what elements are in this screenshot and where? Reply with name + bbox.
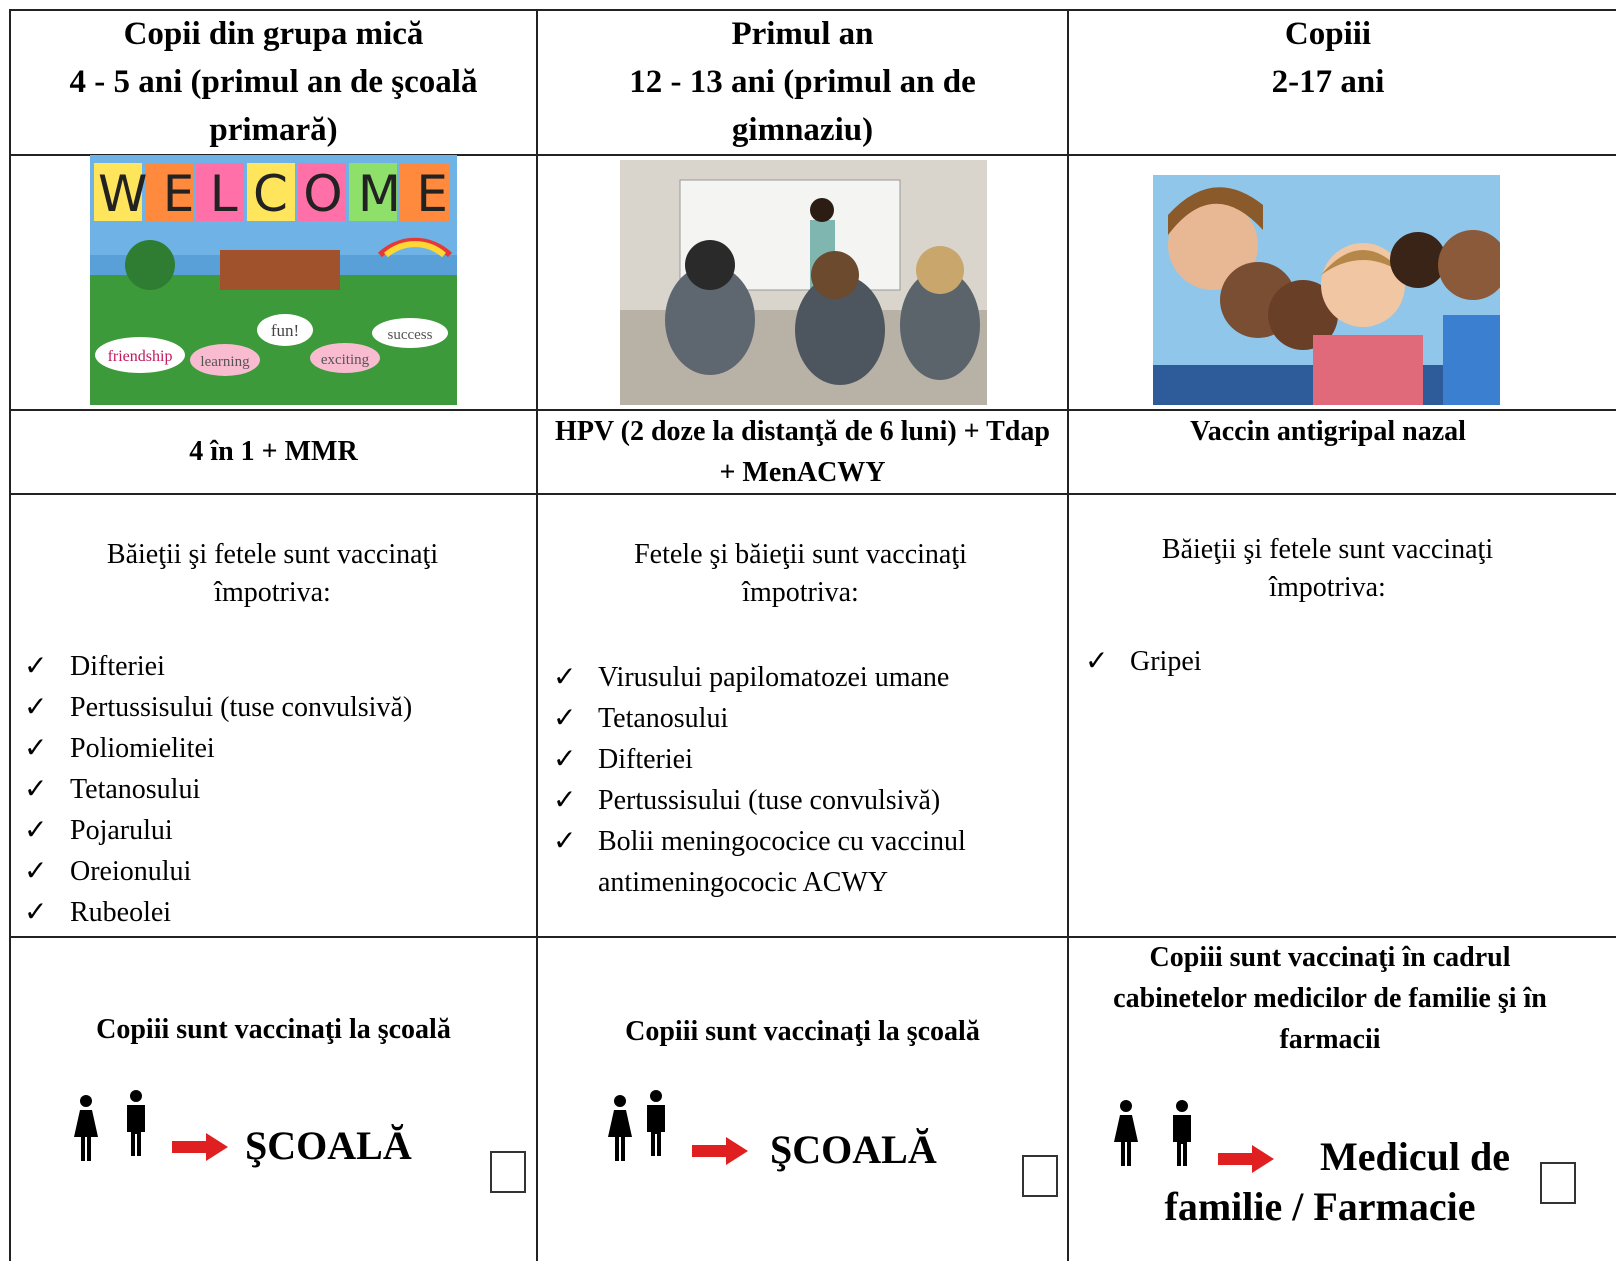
children-image: [1153, 175, 1500, 405]
border: [10, 493, 1616, 495]
list-item: Tetanosului: [70, 774, 201, 805]
check-mark: ✓: [24, 815, 48, 846]
check-mark: ✓: [24, 651, 48, 682]
column-header: Copii din grupa mică 4 - 5 ani (primul a…: [20, 10, 527, 154]
list-item: Oreionului: [70, 856, 192, 887]
illustration: [620, 179, 987, 405]
check-mark: ✓: [553, 703, 577, 734]
welcome-image: WELCOME friendship learning fun! excitin…: [90, 155, 457, 405]
illustration: [1153, 187, 1500, 405]
illustration: WELCOME friendship learning fun! excitin…: [90, 155, 457, 405]
list-item: Poliomielitei: [70, 733, 215, 764]
destination: ŞCOALĂ: [770, 1127, 937, 1172]
checkbox[interactable]: [1022, 1155, 1058, 1197]
check-mark: ✓: [1085, 646, 1109, 677]
border: [9, 9, 11, 1261]
header-title: Copii din grupa mică: [123, 16, 424, 52]
destination: ŞCOALĂ: [245, 1123, 412, 1168]
check-mark: ✓: [553, 826, 577, 857]
border: [10, 9, 1616, 11]
check-mark: ✓: [24, 692, 48, 723]
vaccine: Vaccin antigripal nazal: [1190, 416, 1466, 447]
header-title: Copiii: [1284, 16, 1372, 52]
check-mark: ✓: [24, 733, 48, 764]
border: [10, 154, 1616, 156]
check-mark: ✓: [553, 744, 577, 775]
border: [10, 936, 1616, 938]
list-item: Difteriei: [598, 744, 693, 775]
check-mark: ✓: [24, 856, 48, 887]
checkbox[interactable]: [1540, 1162, 1576, 1204]
intro: Fetele şi băieţii sunt vaccinaţi împotri…: [634, 539, 967, 608]
check-mark: ✓: [24, 897, 48, 928]
vaccine: 4 în 1 + MMR: [189, 436, 358, 467]
column-header: Copiii 2-17 ani: [1078, 10, 1578, 106]
image-text: learning: [200, 354, 250, 370]
image-text: success: [388, 327, 433, 343]
header-subtitle: 12 - 13 ani (primul an de gimnaziu): [629, 64, 976, 148]
image-text: fun!: [271, 321, 299, 340]
list-item: Rubeolei: [70, 897, 172, 928]
checkbox[interactable]: [490, 1151, 526, 1193]
location: Copiii sunt vaccinaţi la şcoală: [625, 1016, 980, 1047]
list-item: Tetanosului: [598, 703, 729, 734]
border: [1067, 9, 1069, 1261]
list-item: Pertussisului (tuse convulsivă): [70, 692, 413, 723]
destination: Medicul de familie / Farmacie: [1164, 1134, 1510, 1229]
list-item: Pertussisului (tuse convulsivă): [598, 785, 941, 816]
list-item: Gripei: [1130, 646, 1202, 677]
header-title: Primul an: [731, 16, 874, 52]
list-item: Bolii meningococice cu vaccinul antimeni…: [598, 826, 966, 898]
location: Copiii sunt vaccinaţi în cadrul cabinete…: [1113, 942, 1547, 1055]
list-item: Pojarului: [70, 815, 173, 846]
list-item: Difteriei: [70, 651, 165, 682]
classroom-image: [620, 160, 987, 405]
check-mark: ✓: [553, 662, 577, 693]
border: [10, 409, 1616, 411]
header-subtitle: 2-17 ani: [1271, 64, 1385, 100]
check-mark: ✓: [553, 785, 577, 816]
border: [536, 9, 538, 1261]
vaccine: HPV (2 doze la distanţă de 6 luni) + Tda…: [555, 416, 1050, 488]
check-mark: ✓: [24, 774, 48, 805]
header-subtitle: 4 - 5 ani (primul an de şcoală primară): [69, 64, 478, 148]
image-text: friendship: [108, 348, 173, 365]
intro: Băieţii şi fetele sunt vaccinaţi împotri…: [1161, 534, 1494, 603]
intro: Băieţii şi fetele sunt vaccinaţi împotri…: [106, 539, 439, 608]
image-text: exciting: [321, 352, 370, 368]
list-item: Virusului papilomatozei umane: [598, 662, 950, 693]
column-header: Primul an 12 - 13 ani (primul an de gimn…: [590, 10, 1015, 154]
location: Copiii sunt vaccinaţi la şcoală: [96, 1014, 451, 1045]
